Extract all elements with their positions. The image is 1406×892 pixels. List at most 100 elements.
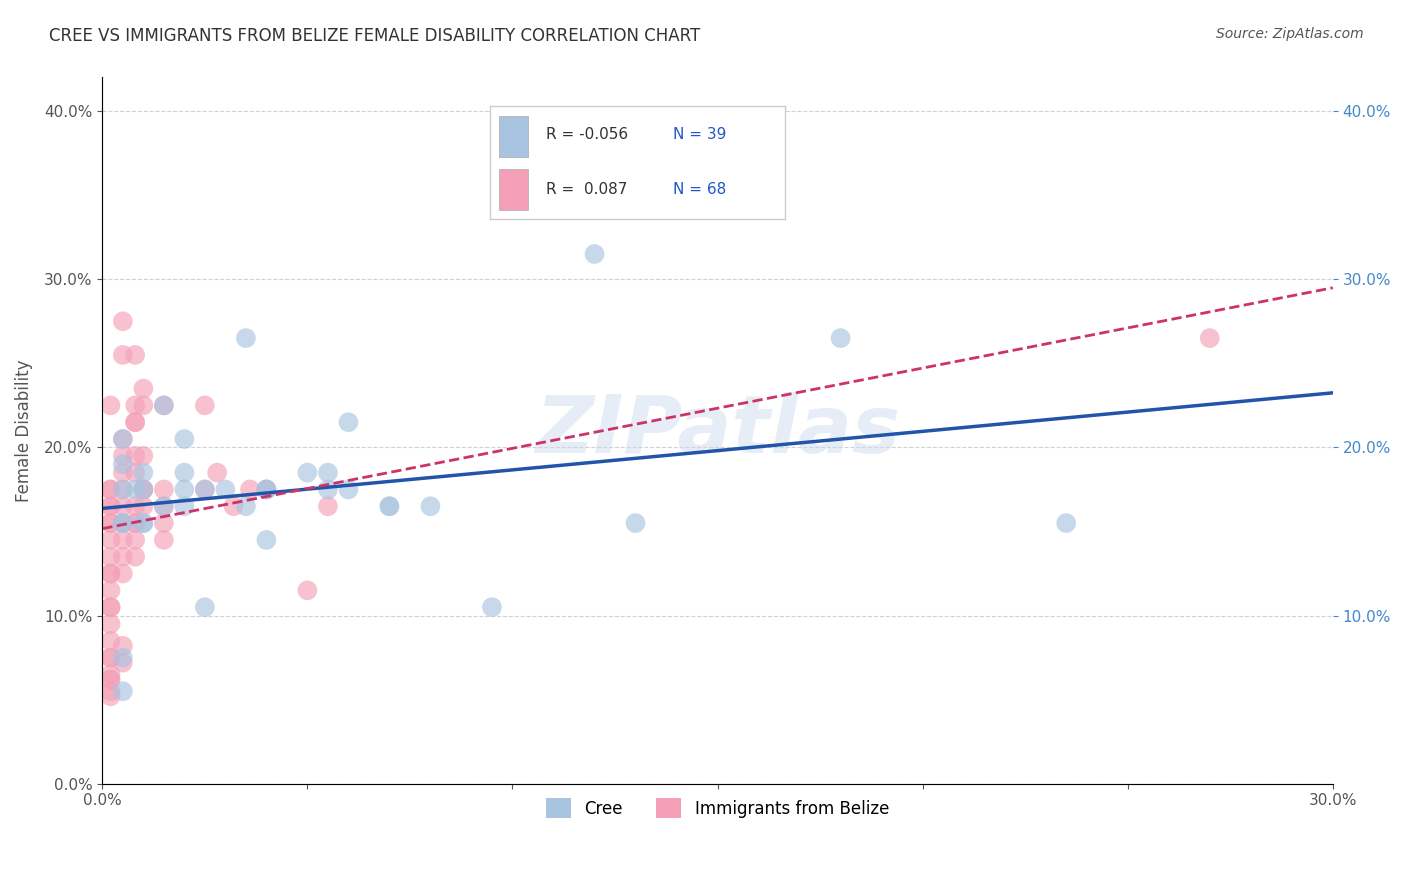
Point (124, 483, 146, 497)
Point (124, 415, 146, 429)
Point (194, 483, 217, 497)
Point (214, 483, 236, 497)
Point (481, 600, 503, 615)
Point (337, 415, 360, 429)
Point (235, 500, 257, 514)
Point (111, 314, 134, 328)
Point (132, 516, 155, 530)
Point (124, 549, 146, 564)
Point (111, 432, 134, 446)
Point (111, 516, 134, 530)
Point (100, 600, 122, 615)
Point (124, 449, 146, 463)
Point (111, 684, 134, 698)
Point (100, 600, 122, 615)
Point (173, 466, 195, 480)
Point (100, 673, 122, 687)
Legend: Cree, Immigrants from Belize: Cree, Immigrants from Belize (540, 791, 896, 825)
Point (111, 348, 134, 362)
Point (153, 500, 176, 514)
Point (100, 566, 122, 581)
Point (124, 398, 146, 412)
Point (111, 516, 134, 530)
Point (111, 449, 134, 463)
Point (111, 639, 134, 653)
Point (100, 673, 122, 687)
Point (153, 398, 176, 412)
Point (100, 483, 122, 497)
Point (173, 500, 195, 514)
Point (100, 549, 122, 564)
Point (111, 516, 134, 530)
Point (254, 483, 277, 497)
Point (111, 549, 134, 564)
Point (624, 516, 647, 530)
Point (124, 516, 146, 530)
Point (124, 348, 146, 362)
Point (316, 483, 339, 497)
Point (100, 633, 122, 648)
Point (124, 516, 146, 530)
Point (153, 516, 176, 530)
Point (124, 533, 146, 547)
Point (111, 483, 134, 497)
Point (337, 483, 360, 497)
Point (239, 483, 262, 497)
Point (111, 650, 134, 665)
Point (254, 483, 277, 497)
Point (254, 533, 277, 547)
Point (111, 656, 134, 670)
Text: Source: ZipAtlas.com: Source: ZipAtlas.com (1216, 27, 1364, 41)
Point (100, 483, 122, 497)
Point (297, 583, 319, 598)
Point (297, 466, 319, 480)
Text: ZIPatlas: ZIPatlas (536, 392, 900, 469)
Point (205, 466, 228, 480)
Point (100, 583, 122, 598)
Point (132, 483, 155, 497)
Point (111, 516, 134, 530)
Point (1198, 331, 1220, 345)
Point (111, 466, 134, 480)
Point (153, 483, 176, 497)
Point (100, 516, 122, 530)
Point (124, 500, 146, 514)
Point (378, 500, 401, 514)
Point (100, 617, 122, 632)
Point (194, 600, 217, 615)
Point (100, 650, 122, 665)
Point (111, 432, 134, 446)
Point (132, 382, 155, 396)
Point (132, 500, 155, 514)
Point (111, 483, 134, 497)
Point (419, 500, 441, 514)
Point (316, 500, 339, 514)
Point (100, 667, 122, 681)
Point (111, 533, 134, 547)
Point (194, 483, 217, 497)
Point (132, 483, 155, 497)
Point (153, 500, 176, 514)
Point (124, 415, 146, 429)
Point (132, 398, 155, 412)
Point (100, 398, 122, 412)
Point (235, 331, 257, 345)
Point (132, 516, 155, 530)
Point (111, 500, 134, 514)
Point (132, 466, 155, 480)
Point (124, 466, 146, 480)
Y-axis label: Female Disability: Female Disability (15, 359, 32, 502)
Point (316, 466, 339, 480)
Text: CREE VS IMMIGRANTS FROM BELIZE FEMALE DISABILITY CORRELATION CHART: CREE VS IMMIGRANTS FROM BELIZE FEMALE DI… (49, 27, 700, 45)
Point (100, 650, 122, 665)
Point (173, 483, 195, 497)
Point (1054, 516, 1077, 530)
Point (132, 449, 155, 463)
Point (100, 500, 122, 514)
Point (222, 500, 245, 514)
Point (100, 690, 122, 704)
Point (173, 432, 195, 446)
Point (153, 398, 176, 412)
Point (378, 500, 401, 514)
Point (100, 516, 122, 530)
